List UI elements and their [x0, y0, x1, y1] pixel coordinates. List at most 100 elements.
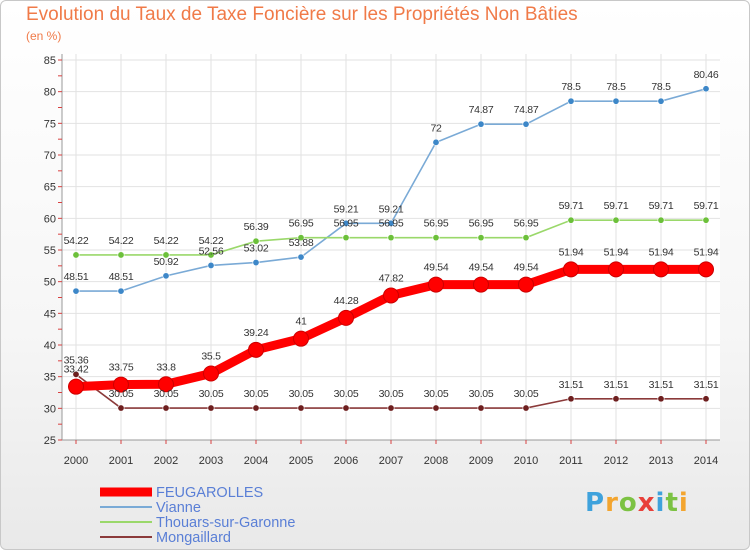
data-label-vianne: 78.5	[561, 81, 581, 93]
data-point-vianne	[567, 97, 575, 105]
data-point-thouars-sur-garonne	[117, 251, 125, 259]
data-label-vianne: 52.56	[199, 245, 224, 257]
data-point-thouars-sur-garonne	[387, 234, 395, 242]
data-label-feugarolles: 35.5	[201, 351, 221, 363]
legend-label-thouars-sur-garonne: Thouars-sur-Garonne	[156, 515, 295, 531]
logo-letter: o	[618, 488, 638, 518]
data-point-feugarolles	[158, 376, 174, 393]
data-point-thouars-sur-garonne	[162, 251, 170, 259]
data-point-thouars-sur-garonne	[252, 237, 260, 245]
x-tick-label: 2011	[559, 455, 583, 467]
data-point-vianne	[207, 261, 215, 269]
data-point-vianne	[252, 259, 260, 267]
data-point-vianne	[342, 219, 350, 227]
data-label-thouars-sur-garonne: 59.71	[649, 200, 674, 212]
legend-label-mongaillard: Mongaillard	[156, 530, 231, 546]
y-tick-label: 40	[44, 340, 56, 352]
data-point-vianne	[657, 97, 665, 105]
data-point-thouars-sur-garonne	[657, 216, 665, 224]
data-label-feugarolles: 44.28	[334, 295, 359, 307]
data-label-feugarolles: 49.54	[469, 262, 494, 274]
legend: FEUGAROLLESVianneThouars-sur-GaronneMong…	[100, 485, 295, 546]
logo-letter: i	[678, 488, 689, 518]
series-layer	[68, 85, 714, 412]
data-point-mongaillard	[162, 404, 170, 412]
data-point-feugarolles	[473, 276, 489, 293]
data-label-feugarolles: 39.24	[244, 327, 269, 339]
data-point-vianne	[612, 97, 620, 105]
data-label-vianne: 59.21	[334, 203, 359, 215]
data-label-mongaillard: 30.05	[424, 388, 449, 400]
data-label-mongaillard: 30.05	[154, 388, 179, 400]
data-point-feugarolles	[383, 287, 399, 304]
grid-layer	[62, 54, 720, 441]
data-point-thouars-sur-garonne	[432, 234, 440, 242]
data-label-thouars-sur-garonne: 56.95	[289, 218, 314, 230]
data-point-feugarolles	[113, 376, 129, 393]
data-label-feugarolles: 41	[295, 316, 307, 328]
data-point-thouars-sur-garonne	[702, 216, 710, 224]
data-label-thouars-sur-garonne: 54.22	[109, 235, 134, 247]
data-point-vianne	[387, 219, 395, 227]
data-label-vianne: 48.51	[109, 271, 134, 283]
data-point-vianne	[522, 120, 530, 128]
data-label-vianne: 53.02	[244, 243, 269, 255]
data-label-mongaillard: 30.05	[334, 388, 359, 400]
data-point-feugarolles	[563, 261, 579, 278]
data-label-thouars-sur-garonne: 59.71	[604, 200, 629, 212]
x-tick-label: 2008	[424, 455, 448, 467]
data-label-mongaillard: 31.51	[649, 379, 674, 391]
chart-title: Evolution du Taux de Taxe Foncière sur l…	[26, 4, 578, 25]
x-tick-label: 2010	[514, 455, 538, 467]
data-label-thouars-sur-garonne: 56.95	[379, 218, 404, 230]
data-point-feugarolles	[428, 276, 444, 293]
data-label-feugarolles: 49.54	[424, 262, 449, 274]
data-label-feugarolles: 49.54	[514, 262, 539, 274]
data-point-feugarolles	[68, 378, 84, 395]
data-point-vianne	[702, 85, 710, 93]
data-point-feugarolles	[518, 276, 534, 293]
data-label-thouars-sur-garonne: 56.39	[244, 221, 269, 233]
axis-layer: 25 30 35 40 45 50 55 60 65 70 75 80 85 2000 2001 2002 20…	[44, 54, 720, 467]
data-label-mongaillard: 31.51	[559, 379, 584, 391]
data-point-mongaillard	[297, 404, 305, 412]
y-tick-label: 65	[44, 182, 56, 194]
data-label-thouars-sur-garonne: 56.95	[514, 218, 539, 230]
data-label-thouars-sur-garonne: 59.71	[559, 200, 584, 212]
y-tick-label: 45	[44, 308, 56, 320]
y-tick-label: 70	[44, 150, 56, 162]
proxiti-logo: Proxiti	[585, 488, 689, 518]
data-label-thouars-sur-garonne: 59.71	[694, 200, 719, 212]
y-tick-label: 80	[44, 87, 56, 99]
data-point-mongaillard	[342, 404, 350, 412]
data-point-feugarolles	[653, 261, 669, 278]
data-point-mongaillard	[252, 404, 260, 412]
data-point-vianne	[297, 253, 305, 261]
x-tick-label: 2006	[334, 455, 358, 467]
data-point-mongaillard	[522, 404, 530, 412]
data-point-feugarolles	[248, 341, 264, 358]
data-label-vianne: 74.87	[514, 104, 539, 116]
data-point-mongaillard	[72, 370, 80, 378]
logo-letter: i	[655, 488, 666, 518]
data-label-mongaillard: 35.36	[64, 354, 89, 366]
data-point-thouars-sur-garonne	[612, 216, 620, 224]
logo-letter: x	[637, 488, 656, 518]
data-label-mongaillard: 30.05	[199, 388, 224, 400]
data-label-vianne: 78.5	[651, 81, 671, 93]
legend-label-vianne: Vianne	[156, 500, 201, 516]
logo-letter: r	[605, 488, 619, 518]
data-point-thouars-sur-garonne	[207, 251, 215, 259]
x-tick-label: 2003	[199, 455, 223, 467]
data-labels-layer: 48.51 48.51 50.92 52.56 53.02 53.88 59.21 59.21…	[64, 69, 720, 400]
data-point-mongaillard	[117, 404, 125, 412]
x-tick-label: 2002	[154, 455, 178, 467]
y-tick-label: 55	[44, 245, 56, 257]
logo-letter: P	[585, 488, 606, 518]
data-point-feugarolles	[293, 330, 309, 347]
legend-label-feugarolles: FEUGAROLLES	[156, 485, 263, 501]
data-label-vianne: 53.88	[289, 237, 314, 249]
data-point-mongaillard	[432, 404, 440, 412]
y-tick-label: 50	[44, 277, 56, 289]
